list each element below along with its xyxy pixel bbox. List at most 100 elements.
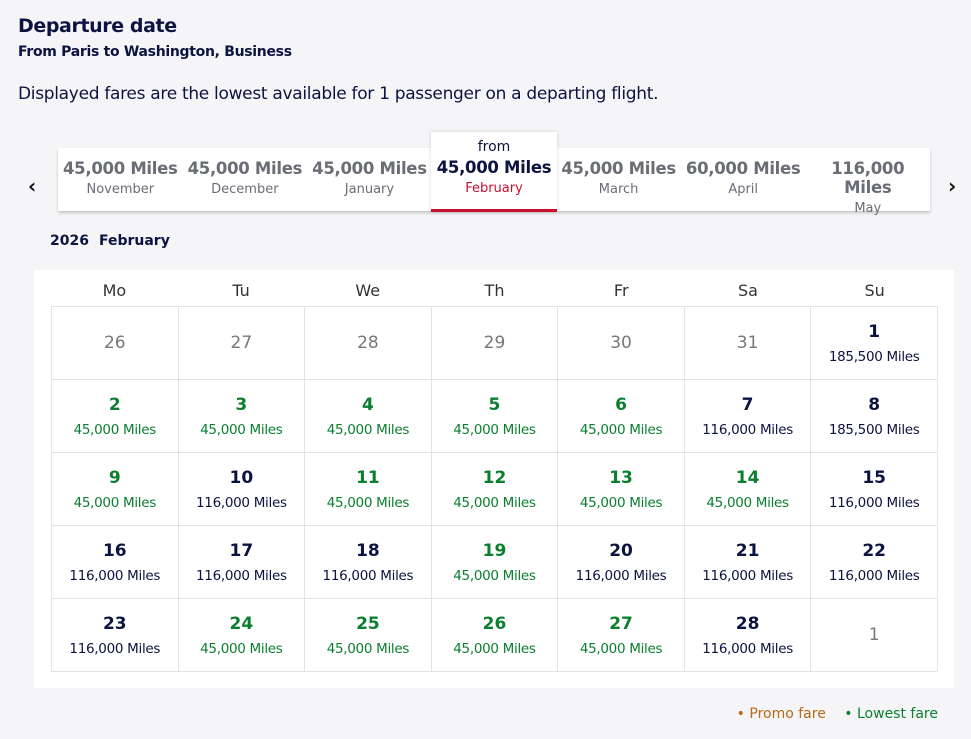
month-price: 45,000 Miles <box>63 159 178 178</box>
day-cell[interactable]: 1 185,500 Miles <box>810 306 938 380</box>
day-cell[interactable]: 22 116,000 Miles <box>810 525 938 599</box>
day-number: 28 <box>357 333 379 353</box>
prev-month-chevron-icon[interactable]: ‹ <box>28 174 37 198</box>
day-cell[interactable]: 23 116,000 Miles <box>51 598 179 672</box>
day-fare: 45,000 Miles <box>579 421 663 438</box>
calendar-week: 9 45,000 Miles 10 116,000 Miles 11 45,000 Mil… <box>51 452 938 526</box>
month-name: November <box>86 182 155 197</box>
day-cell[interactable]: 5 45,000 Miles <box>430 379 559 453</box>
day-cell[interactable]: 6 45,000 Miles <box>557 379 685 453</box>
day-cell[interactable]: 26 45,000 Miles <box>430 598 559 672</box>
day-number: 15 <box>862 467 887 488</box>
day-cell: 27 <box>177 306 306 380</box>
day-cell: 31 <box>683 306 812 380</box>
day-cell[interactable]: 4 45,000 Miles <box>304 379 432 453</box>
calendar-grid: 26 27 28 29 30 31 1 185,500 Miles 2 45,000 Miles 3… <box>51 306 938 672</box>
next-month-chevron-icon[interactable]: › <box>948 174 957 198</box>
day-number: 5 <box>488 394 501 415</box>
month-name: March <box>598 182 639 197</box>
day-cell[interactable]: 11 45,000 Miles <box>304 452 432 526</box>
day-number: 2 <box>108 394 121 415</box>
day-cell: 1 <box>810 598 938 672</box>
day-fare: 45,000 Miles <box>453 640 536 657</box>
day-number: 14 <box>735 467 760 488</box>
day-number: 18 <box>356 540 380 561</box>
month-price: 60,000 Miles <box>685 159 801 178</box>
day-number: 1 <box>868 321 881 342</box>
day-cell[interactable]: 17 116,000 Miles <box>177 525 306 599</box>
day-number: 26 <box>482 613 507 634</box>
day-cell[interactable]: 16 116,000 Miles <box>51 525 179 599</box>
month-tab[interactable]: 45,000 Miles January <box>307 148 432 211</box>
day-cell[interactable]: 13 45,000 Miles <box>557 452 685 526</box>
month-tab[interactable]: 45,000 Miles March <box>556 148 681 211</box>
day-cell[interactable]: 3 45,000 Miles <box>177 379 306 453</box>
month-name: January <box>344 182 395 197</box>
calendar-week: 26 27 28 29 30 31 1 185,500 Miles <box>51 306 938 380</box>
day-cell[interactable]: 25 45,000 Miles <box>304 598 432 672</box>
month-name: April <box>728 182 759 197</box>
month-tab-selected[interactable]: from 45,000 Miles February <box>431 132 557 212</box>
legend-promo-label: Promo fare <box>749 706 826 722</box>
fare-legend: • Promo fare • Lowest fare <box>723 706 938 722</box>
day-fare: 116,000 Miles <box>69 640 161 657</box>
day-cell[interactable]: 15 116,000 Miles <box>810 452 938 526</box>
day-cell[interactable]: 18 116,000 Miles <box>304 525 432 599</box>
day-cell[interactable]: 27 45,000 Miles <box>557 598 685 672</box>
day-cell[interactable]: 2 45,000 Miles <box>51 379 179 453</box>
day-number: 24 <box>229 613 254 634</box>
day-fare: 45,000 Miles <box>73 421 157 438</box>
month-tab[interactable]: 116,000 Miles May <box>805 148 930 216</box>
day-number: 20 <box>609 540 633 561</box>
weekday-label: Mo <box>102 281 127 300</box>
day-fare: 45,000 Miles <box>453 567 536 584</box>
day-cell[interactable]: 28 116,000 Miles <box>683 598 812 672</box>
day-number: 12 <box>482 467 507 488</box>
day-cell[interactable]: 19 45,000 Miles <box>430 525 559 599</box>
day-fare: 116,000 Miles <box>575 567 667 584</box>
month-price: 45,000 Miles <box>312 159 427 178</box>
month-tab[interactable]: 45,000 Miles November <box>58 148 183 211</box>
month-name: December <box>211 182 279 197</box>
day-number: 3 <box>235 394 248 415</box>
day-fare: 45,000 Miles <box>200 421 283 438</box>
day-cell[interactable]: 14 45,000 Miles <box>683 452 812 526</box>
weekday-label: Th <box>484 281 505 300</box>
day-number: 8 <box>868 394 881 415</box>
day-fare: 45,000 Miles <box>453 421 536 438</box>
day-number: 28 <box>735 613 760 634</box>
day-number: 17 <box>229 540 254 561</box>
month-tab[interactable]: 60,000 Miles April <box>681 148 806 211</box>
day-cell[interactable]: 10 116,000 Miles <box>177 452 306 526</box>
day-number: 31 <box>736 333 759 353</box>
day-fare: 45,000 Miles <box>579 494 663 511</box>
calendar-month: February <box>98 233 170 249</box>
month-tab[interactable]: 45,000 Miles December <box>183 148 308 211</box>
day-cell[interactable]: 7 116,000 Miles <box>683 379 812 453</box>
day-cell: 29 <box>430 306 559 380</box>
day-cell[interactable]: 12 45,000 Miles <box>430 452 559 526</box>
day-number: 11 <box>356 467 380 488</box>
day-cell: 28 <box>304 306 432 380</box>
calendar-week: 23 116,000 Miles 24 45,000 Miles 25 45,000 Mi… <box>51 598 938 672</box>
day-cell[interactable]: 24 45,000 Miles <box>177 598 306 672</box>
weekday-header: Mo Tu We Th Fr Sa Su <box>51 276 938 306</box>
day-number: 19 <box>482 540 507 561</box>
day-number: 27 <box>609 613 633 634</box>
day-cell[interactable]: 9 45,000 Miles <box>51 452 179 526</box>
fare-info-text: Displayed fares are the lowest available… <box>18 84 659 104</box>
month-name: May <box>854 201 882 216</box>
month-price: 45,000 Miles <box>187 159 303 178</box>
weekday-label: Su <box>864 281 885 300</box>
day-fare: 116,000 Miles <box>69 567 161 584</box>
day-fare: 45,000 Miles <box>326 494 410 511</box>
weekday-label: Fr <box>613 281 629 300</box>
day-number: 16 <box>102 540 127 561</box>
day-cell[interactable]: 8 185,500 Miles <box>810 379 938 453</box>
day-cell[interactable]: 20 116,000 Miles <box>557 525 685 599</box>
day-cell[interactable]: 21 116,000 Miles <box>683 525 812 599</box>
calendar-panel: Mo Tu We Th Fr Sa Su 26 27 28 29 30 31 1 185,500 Mile… <box>34 270 954 688</box>
day-fare: 116,000 Miles <box>322 567 414 584</box>
day-fare: 185,500 Miles <box>828 421 920 438</box>
month-price: 45,000 Miles <box>436 158 552 177</box>
